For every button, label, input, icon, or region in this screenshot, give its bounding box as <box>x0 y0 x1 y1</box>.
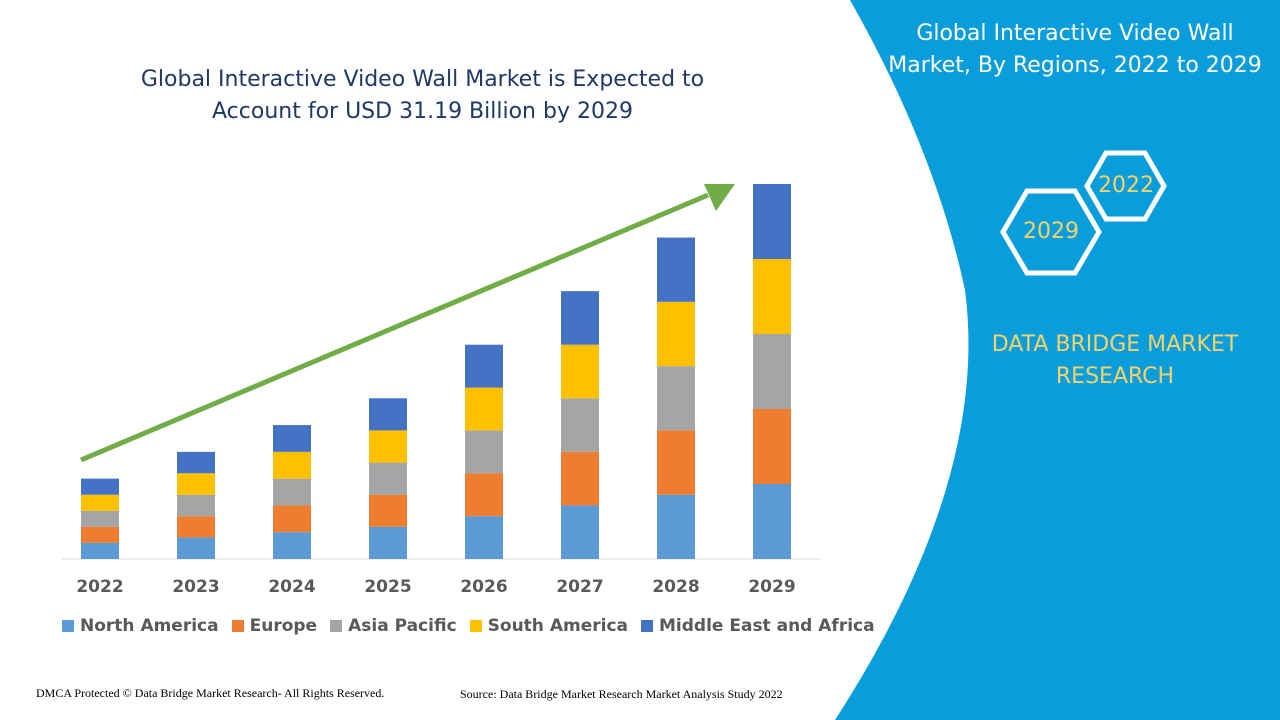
legend-swatch-south-america <box>469 620 482 632</box>
bar-2027-europe <box>561 451 599 506</box>
bar-2024-asia-pacific <box>273 478 311 506</box>
side-panel-title-line-1: Global Interactive Video Wall <box>916 21 1234 46</box>
bar-2023-north-america <box>177 537 215 559</box>
side-panel-title-line-2: Market, By Regions, 2022 to 2029 <box>888 53 1262 78</box>
brand-name-line-2: RESEARCH <box>1055 364 1175 389</box>
legend-label-south-america: South America <box>487 616 628 636</box>
bar-2028-middle-east-and-africa <box>657 237 695 302</box>
bar-2027-middle-east-and-africa <box>561 291 599 345</box>
trend-arrow-head <box>704 184 735 211</box>
brand-name-line-1: DATA BRIDGE MARKET <box>991 332 1239 357</box>
chart-legend: North America Europe Asia Pacific South … <box>62 616 888 636</box>
hexagon-2022 <box>1084 150 1167 222</box>
bar-2029-europe <box>753 409 791 484</box>
chart-title-line-2: Account for USD 31.19 Billion by 2029 <box>212 99 633 124</box>
bar-2023-middle-east-and-africa <box>177 451 215 474</box>
bar-2022-north-america <box>81 542 119 559</box>
side-panel-title: Global Interactive Video Wall Market, By… <box>880 18 1270 82</box>
hexagon-2022-label: 2022 <box>1098 173 1154 198</box>
hexagon-2029-label: 2029 <box>1023 219 1079 244</box>
bar-2022-south-america <box>81 494 119 511</box>
bar-2024-south-america <box>273 451 311 479</box>
bar-2023-asia-pacific <box>177 494 215 517</box>
source-note: Source: Data Bridge Market Research Mark… <box>460 687 783 701</box>
bar-2027-south-america <box>561 344 599 399</box>
x-tick-label-2028: 2028 <box>652 577 699 597</box>
legend-label-north-america: North America <box>80 616 219 636</box>
x-tick-label-2026: 2026 <box>460 577 507 597</box>
bar-2023-europe <box>177 516 215 538</box>
legend-item-middle-east-and-africa: Middle East and Africa <box>641 616 875 636</box>
bar-2024-north-america <box>273 532 311 559</box>
bar-2022-middle-east-and-africa <box>81 478 119 495</box>
legend-swatch-asia-pacific <box>330 620 343 632</box>
bar-2025-north-america <box>369 526 407 559</box>
bar-2026-middle-east-and-africa <box>465 344 503 388</box>
bar-2023-south-america <box>177 473 215 495</box>
bar-2026-north-america <box>465 516 503 559</box>
legend-label-europe: Europe <box>249 616 318 636</box>
bar-2029-south-america <box>753 259 791 334</box>
x-tick-label-2025: 2025 <box>364 577 411 597</box>
bar-2026-south-america <box>465 387 503 431</box>
bar-2024-europe <box>273 505 311 533</box>
bar-2028-asia-pacific <box>657 366 695 431</box>
side-panel-background <box>835 0 1280 720</box>
hexagon-2029 <box>1000 188 1102 276</box>
legend-label-middle-east-and-africa: Middle East and Africa <box>659 616 875 636</box>
legend-swatch-europe <box>231 620 244 632</box>
legend-label-asia-pacific: Asia Pacific <box>348 616 457 636</box>
bar-2025-south-america <box>369 430 407 463</box>
legend-item-asia-pacific: Asia Pacific <box>330 616 457 636</box>
bar-2029-middle-east-and-africa <box>753 184 791 259</box>
legend-item-north-america: North America <box>62 616 219 636</box>
bar-2026-europe <box>465 473 503 517</box>
legend-item-south-america: South America <box>469 616 628 636</box>
x-tick-label-2027: 2027 <box>556 577 603 597</box>
bar-2025-asia-pacific <box>369 462 407 495</box>
legend-swatch-middle-east-and-africa <box>641 620 653 632</box>
bar-2028-north-america <box>657 494 695 559</box>
x-tick-label-2022: 2022 <box>76 577 123 597</box>
bar-2022-asia-pacific <box>81 510 119 527</box>
chart-title-line-1: Global Interactive Video Wall Market is … <box>140 67 705 92</box>
legend-swatch-north-america <box>62 620 74 632</box>
x-tick-label-2029: 2029 <box>748 577 795 597</box>
bar-2027-north-america <box>561 505 599 559</box>
bar-2028-south-america <box>657 301 695 367</box>
bar-2029-asia-pacific <box>753 334 791 409</box>
bar-2025-middle-east-and-africa <box>369 398 407 431</box>
bar-2022-europe <box>81 526 119 543</box>
legend-item-europe: Europe <box>231 616 318 636</box>
x-tick-label-2023: 2023 <box>172 577 219 597</box>
bar-2024-middle-east-and-africa <box>273 425 311 452</box>
x-tick-label-2024: 2024 <box>268 577 315 597</box>
bar-2028-europe <box>657 430 695 495</box>
chart-title: Global Interactive Video Wall Market is … <box>100 64 745 128</box>
bar-2026-asia-pacific <box>465 430 503 474</box>
copyright-notice: DMCA Protected © Data Bridge Market Rese… <box>36 686 385 700</box>
trend-arrow-line <box>80 192 709 463</box>
brand-name: DATA BRIDGE MARKET RESEARCH <box>960 329 1270 393</box>
bar-2025-europe <box>369 494 407 527</box>
bar-2029-north-america <box>753 484 791 559</box>
bar-2027-asia-pacific <box>561 398 599 452</box>
